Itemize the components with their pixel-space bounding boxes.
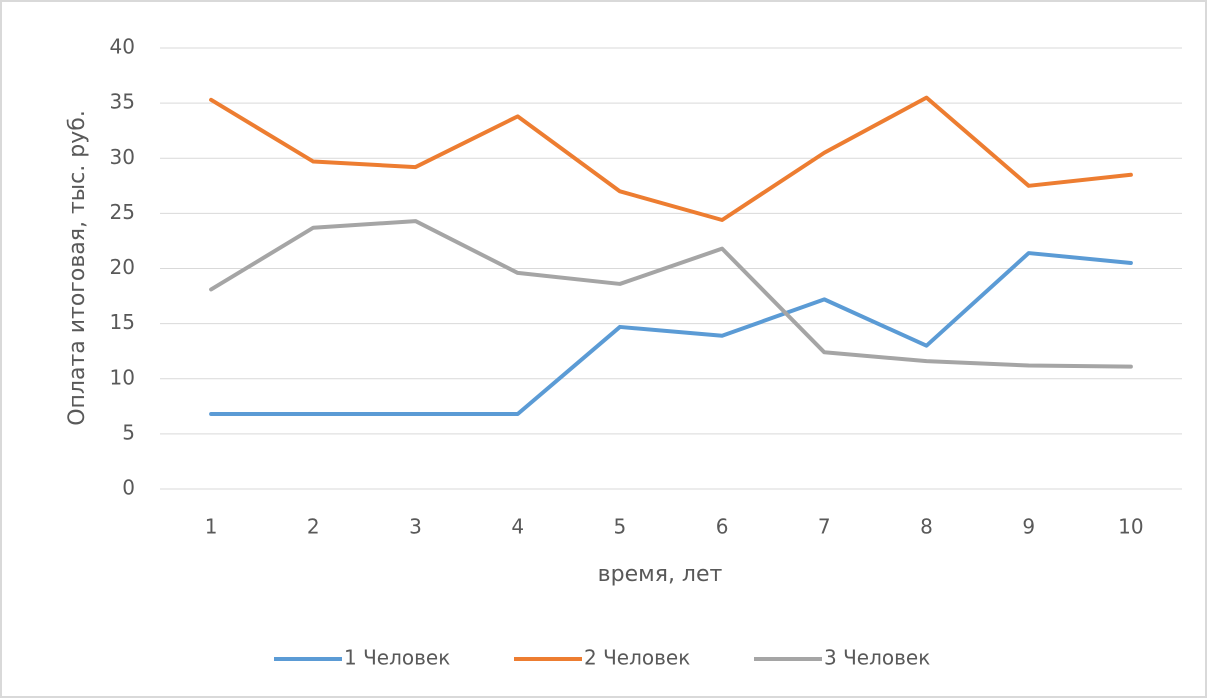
legend-label: 1 Человек xyxy=(344,646,450,670)
y-tick-label: 5 xyxy=(122,420,135,444)
x-tick-label: 8 xyxy=(920,515,933,539)
x-tick-label: 5 xyxy=(614,515,627,539)
x-axis-title: время, лет xyxy=(598,562,723,587)
x-tick-label: 10 xyxy=(1118,515,1143,539)
data-line xyxy=(209,251,1133,417)
y-tick-label: 40 xyxy=(110,35,135,59)
y-tick-label: 20 xyxy=(110,255,135,279)
legend-label: 3 Человек xyxy=(824,646,930,670)
y-tick-label: 25 xyxy=(110,200,135,224)
y-tick-label: 10 xyxy=(110,365,135,389)
x-tick-label: 4 xyxy=(511,515,524,539)
y-tick-label: 0 xyxy=(122,476,135,500)
legend-label: 2 Человек xyxy=(584,646,690,670)
y-tick-label: 35 xyxy=(110,90,135,114)
x-tick-label: 1 xyxy=(205,515,218,539)
y-tick-label: 30 xyxy=(110,145,135,169)
y-tick-label: 15 xyxy=(110,310,135,334)
x-tick-label: 2 xyxy=(307,515,320,539)
data-line xyxy=(209,95,1133,222)
x-tick-label: 3 xyxy=(409,515,422,539)
x-tick-label: 7 xyxy=(818,515,831,539)
data-line xyxy=(209,219,1133,369)
x-tick-label: 6 xyxy=(716,515,729,539)
x-tick-label: 9 xyxy=(1022,515,1035,539)
y-axis-title: Оплата итоговая, тыс. руб. xyxy=(65,110,90,426)
